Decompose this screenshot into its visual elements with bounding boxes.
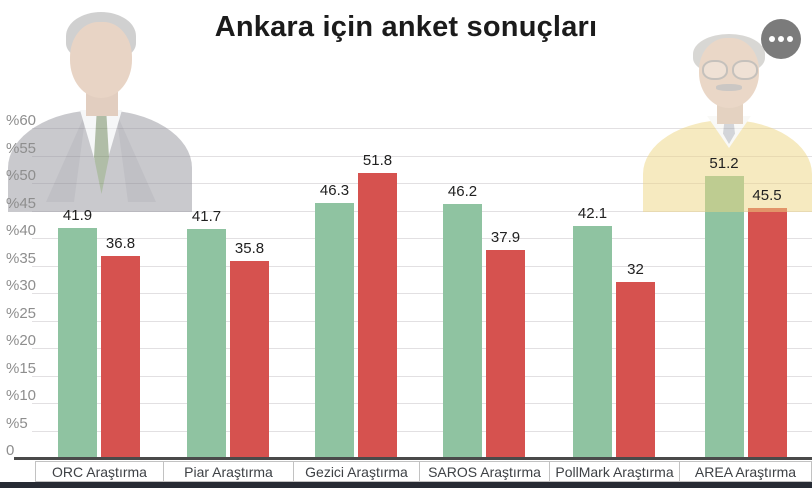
- face-shape: [70, 22, 132, 98]
- more-horizontal-icon: [787, 36, 793, 42]
- glasses-icon: [732, 60, 758, 80]
- category-label: Gezici Araştırma: [293, 461, 420, 482]
- y-axis-tick-label: %5: [6, 414, 28, 432]
- gridline: [32, 348, 812, 349]
- bar-value-label: 41.7: [191, 207, 222, 225]
- bottom-strip: [0, 482, 812, 488]
- bar-red-candidate-area: [747, 207, 787, 458]
- bar-green-candidate-gezici: [315, 203, 354, 458]
- y-axis-tick-label: %55: [6, 139, 37, 157]
- bar-red-candidate-saros: [486, 249, 525, 458]
- bar-value-label: 42.1: [577, 205, 608, 223]
- gridline: [32, 128, 812, 129]
- bar-green-candidate-pollmark: [573, 226, 612, 458]
- bar-green-candidate-piar: [187, 228, 226, 458]
- bar-green-candidate-area: [704, 176, 744, 458]
- bar-green-candidate-saros: [443, 203, 482, 458]
- category-label: AREA Araştırma: [679, 461, 812, 482]
- bar-value-label: 41.9: [62, 206, 93, 224]
- category-label: ORC Araştırma: [35, 461, 164, 482]
- candidate-photo-left: [8, 12, 192, 212]
- bar-value-label: 45.5: [752, 186, 782, 204]
- y-axis-tick-label: %10: [6, 387, 37, 404]
- gridline: [32, 430, 812, 432]
- bar-value-label: 51.8: [362, 152, 393, 170]
- x-axis-line: [14, 457, 812, 460]
- more-horizontal-icon: [778, 36, 784, 42]
- category-label: Piar Araştırma: [163, 461, 294, 482]
- bar-red-candidate-gezici: [358, 173, 397, 458]
- bar-value-label: 36.8: [105, 234, 136, 252]
- gridline: [32, 183, 812, 184]
- tie-shape: [723, 118, 735, 144]
- bar-green-candidate-orc: [58, 227, 97, 458]
- y-axis-tick-label: %25: [6, 304, 37, 322]
- bar-value-label: 51.2: [709, 155, 739, 173]
- mustache-shape: [716, 84, 742, 91]
- gridline: [32, 320, 812, 322]
- bar-red-candidate-orc: [101, 255, 140, 458]
- y-axis-tick-label: %45: [6, 194, 37, 212]
- bar-red-candidate-piar: [230, 261, 269, 458]
- y-axis-tick-label: %20: [6, 332, 37, 349]
- category-label: PollMark Araştırma: [549, 461, 680, 482]
- bar-red-candidate-pollmark: [616, 282, 655, 458]
- gridline: [32, 403, 812, 404]
- bar-value-label: 35.8: [234, 240, 265, 258]
- y-axis-tick-label: %35: [6, 249, 37, 267]
- y-axis-tick-label: %60: [6, 112, 37, 129]
- y-axis-tick-label: %30: [6, 277, 37, 294]
- gridline: [32, 155, 812, 157]
- y-axis-tick-label: %15: [6, 359, 37, 377]
- tie-shape: [94, 112, 109, 194]
- bar-value-label: 32: [627, 261, 644, 278]
- bar-value-label: 46.2: [447, 182, 478, 200]
- glasses-icon: [702, 60, 728, 80]
- gridline: [32, 375, 812, 377]
- more-horizontal-icon: [769, 36, 775, 42]
- chart-title: Ankara için anket sonuçları: [214, 11, 598, 43]
- gridline: [32, 265, 812, 267]
- neck-shape: [717, 104, 743, 124]
- gridline: [32, 210, 812, 212]
- bar-value-label: 37.9: [490, 228, 521, 246]
- y-axis-tick-label: %40: [6, 222, 37, 239]
- y-axis-tick-label: %50: [6, 167, 37, 184]
- bar-value-label: 46.3: [319, 182, 350, 200]
- y-axis-tick-label: 0: [6, 442, 15, 459]
- more-options-button[interactable]: [761, 19, 801, 59]
- gridline: [32, 238, 812, 239]
- candidate-photo-right: [643, 12, 812, 212]
- gridline: [32, 293, 812, 294]
- category-label: SAROS Araştırma: [419, 461, 550, 482]
